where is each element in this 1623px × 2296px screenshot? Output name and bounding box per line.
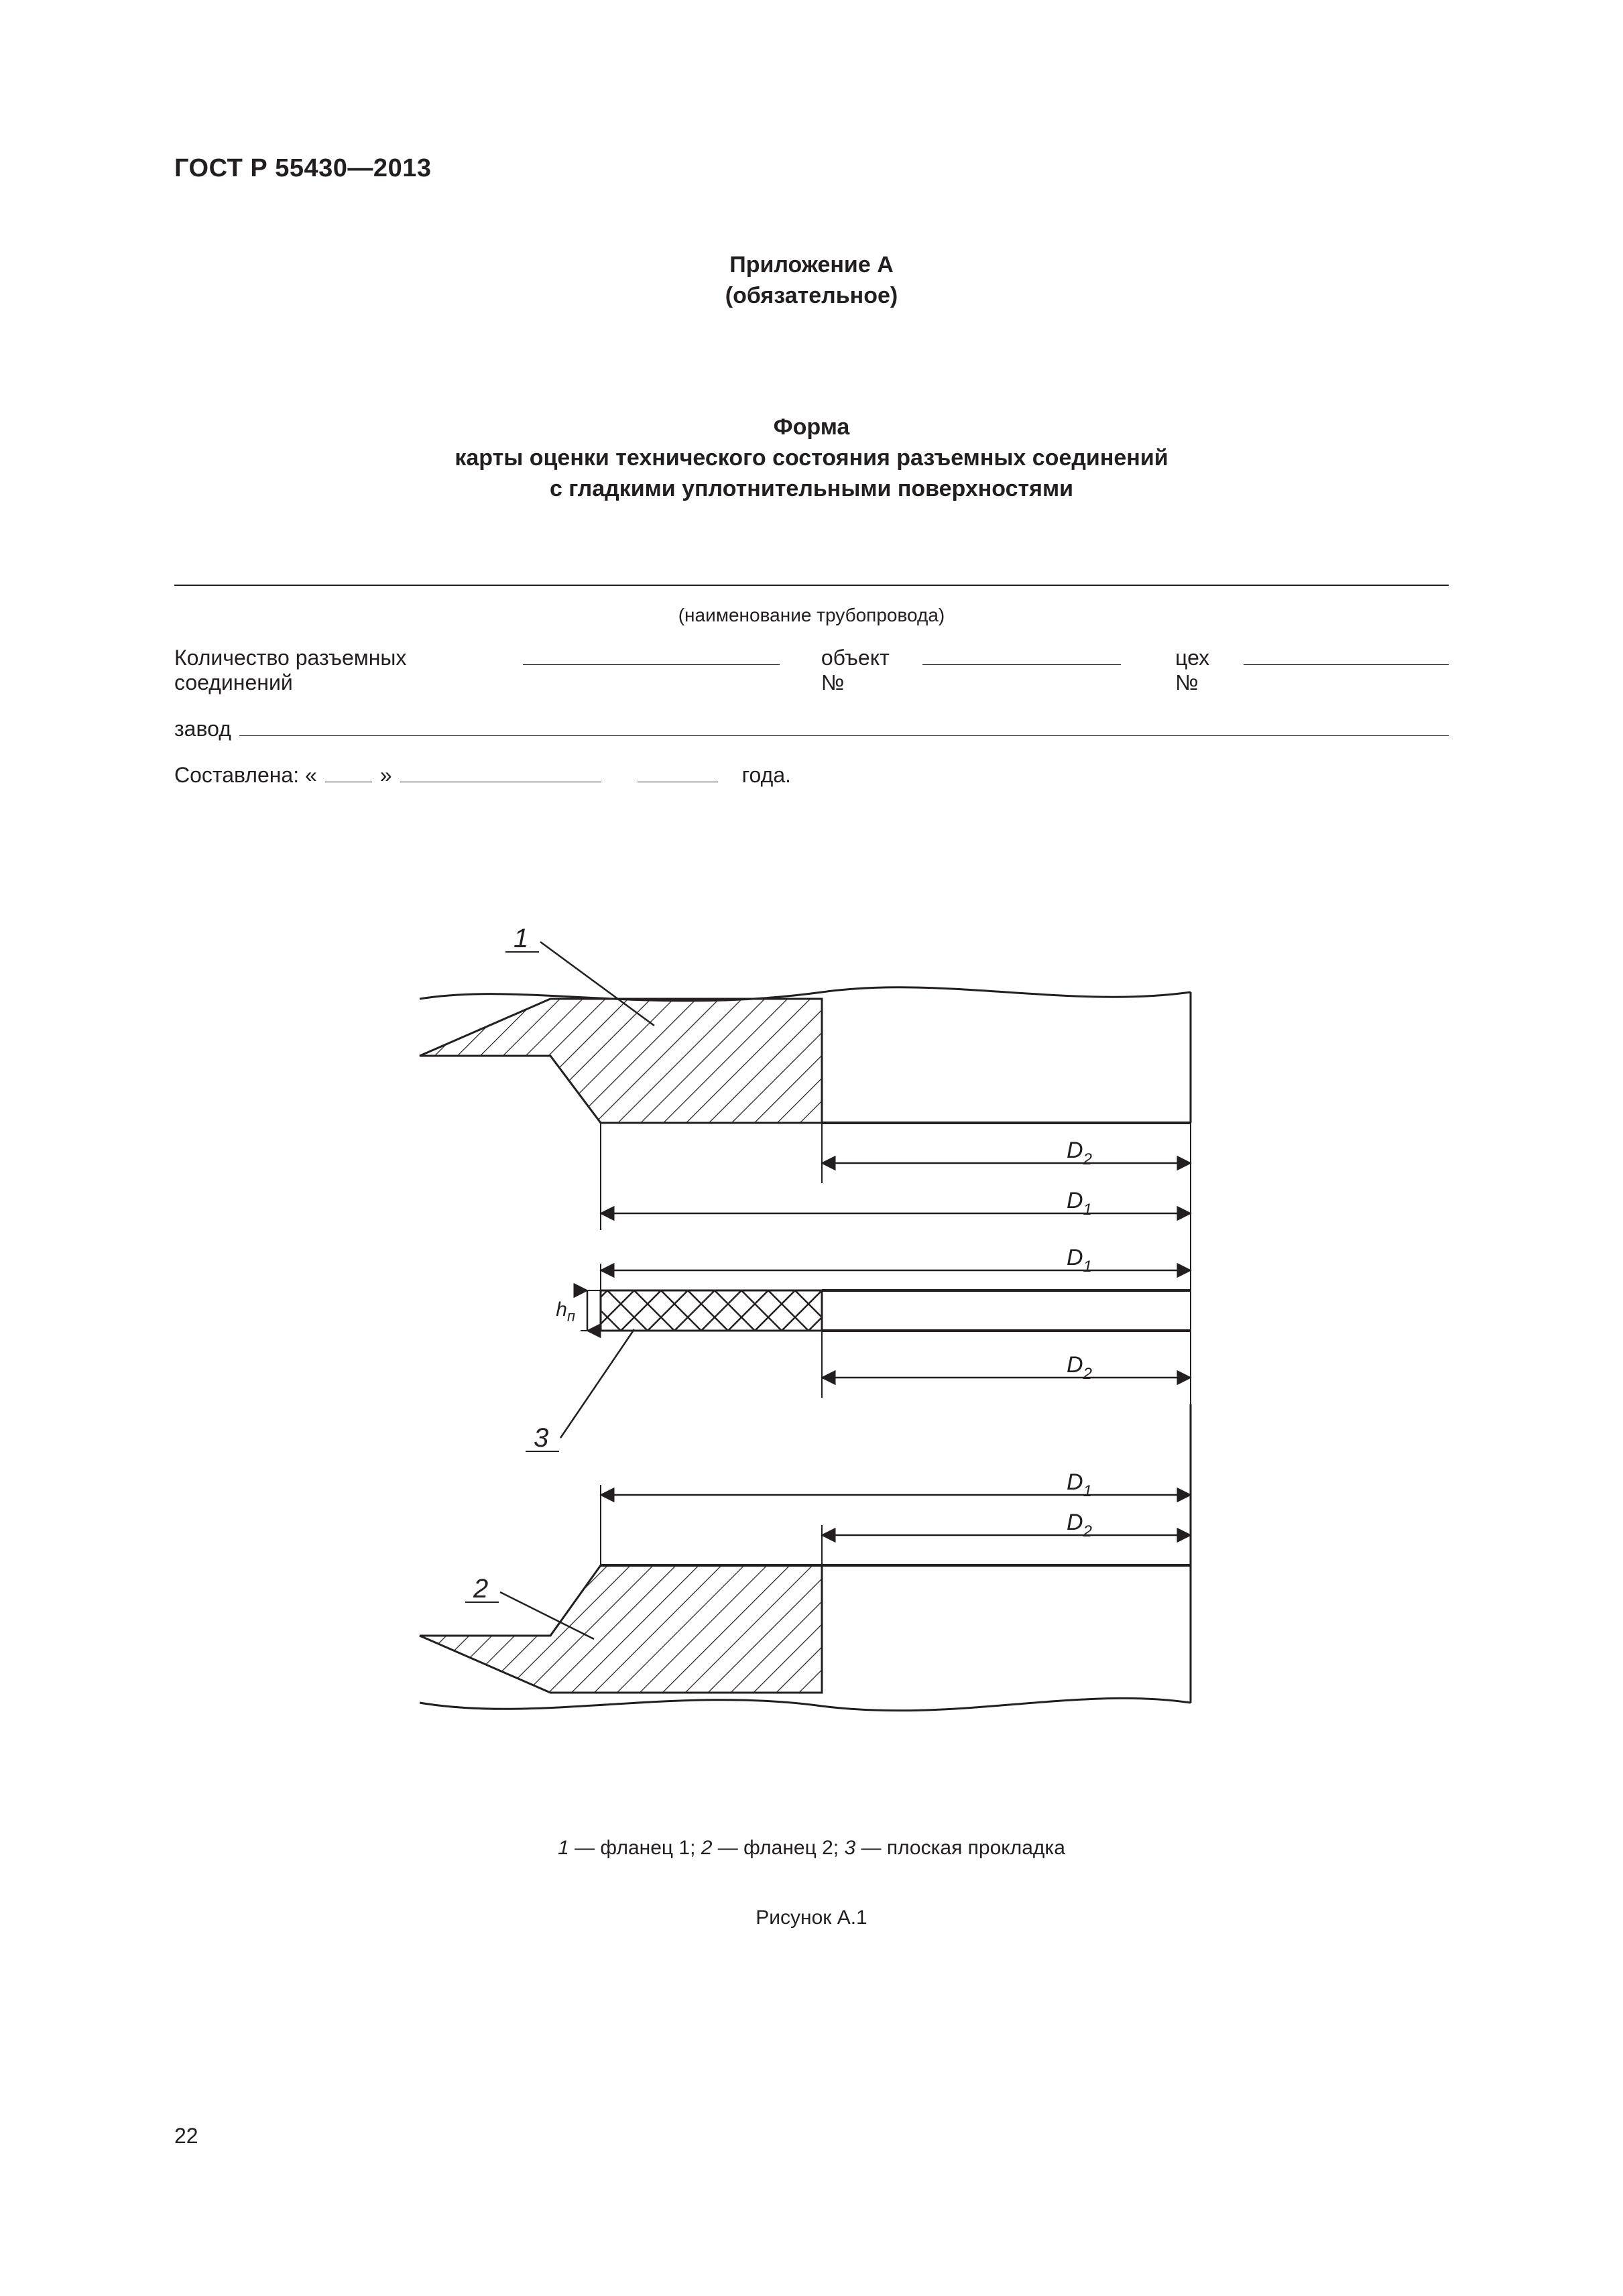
d1-bot-label: D [1067,1469,1083,1495]
title-block: Форма карты оценки технического состояни… [174,412,1449,505]
pipeline-caption: (наименование трубопровода) [678,605,945,626]
compiled-mid: » [380,763,392,788]
page-number: 22 [174,2124,198,2149]
d1-top-label: D [1067,1188,1083,1213]
appendix-line-2: (обязательное) [174,281,1449,312]
title-line-3: с гладкими уплотнительными поверхностями [174,474,1449,505]
plant-label: завод [174,717,231,741]
object-label: объект № [821,646,914,695]
d2-top-label: D [1067,1138,1083,1163]
hn-label: h [556,1298,567,1321]
appendix-line-1: Приложение А [174,250,1449,281]
callout-2: 2 [473,1574,488,1604]
figure-caption: Рисунок А.1 [174,1907,1449,1929]
callout-1: 1 [514,924,528,953]
d2-gasket-label: D [1067,1352,1083,1378]
figure-a1: 1 D2 D1 D1 [393,915,1231,1800]
compiled-day-blank [325,759,372,782]
compiled-prefix: Составлена: « [174,763,317,788]
d2-bot-label: D [1067,1510,1083,1535]
shop-label: цех № [1175,646,1236,695]
d1-gasket-label: D [1067,1245,1083,1270]
title-line-1: Форма [174,412,1449,443]
compiled-year-suffix: года. [742,763,791,788]
qty-blank [523,641,779,664]
document-header: ГОСТ Р 55430—2013 [174,154,1449,183]
qty-label: Количество разъемных соединений [174,646,515,695]
compiled-year-blank [638,759,718,782]
form-area: (наименование трубопровода) Количество р… [174,585,1449,788]
svg-text:hп: hп [556,1298,575,1325]
appendix-heading: Приложение А (обязательное) [174,250,1449,312]
callout-3: 3 [534,1423,548,1453]
title-line-2: карты оценки технического состояния разъ… [174,443,1449,474]
object-blank [922,641,1121,664]
shop-blank [1244,641,1449,664]
plant-blank [239,713,1449,736]
figure-legend: 1 — фланец 1; 2 — фланец 2; 3 — плоская … [174,1837,1449,1860]
compiled-month-blank [400,759,601,782]
